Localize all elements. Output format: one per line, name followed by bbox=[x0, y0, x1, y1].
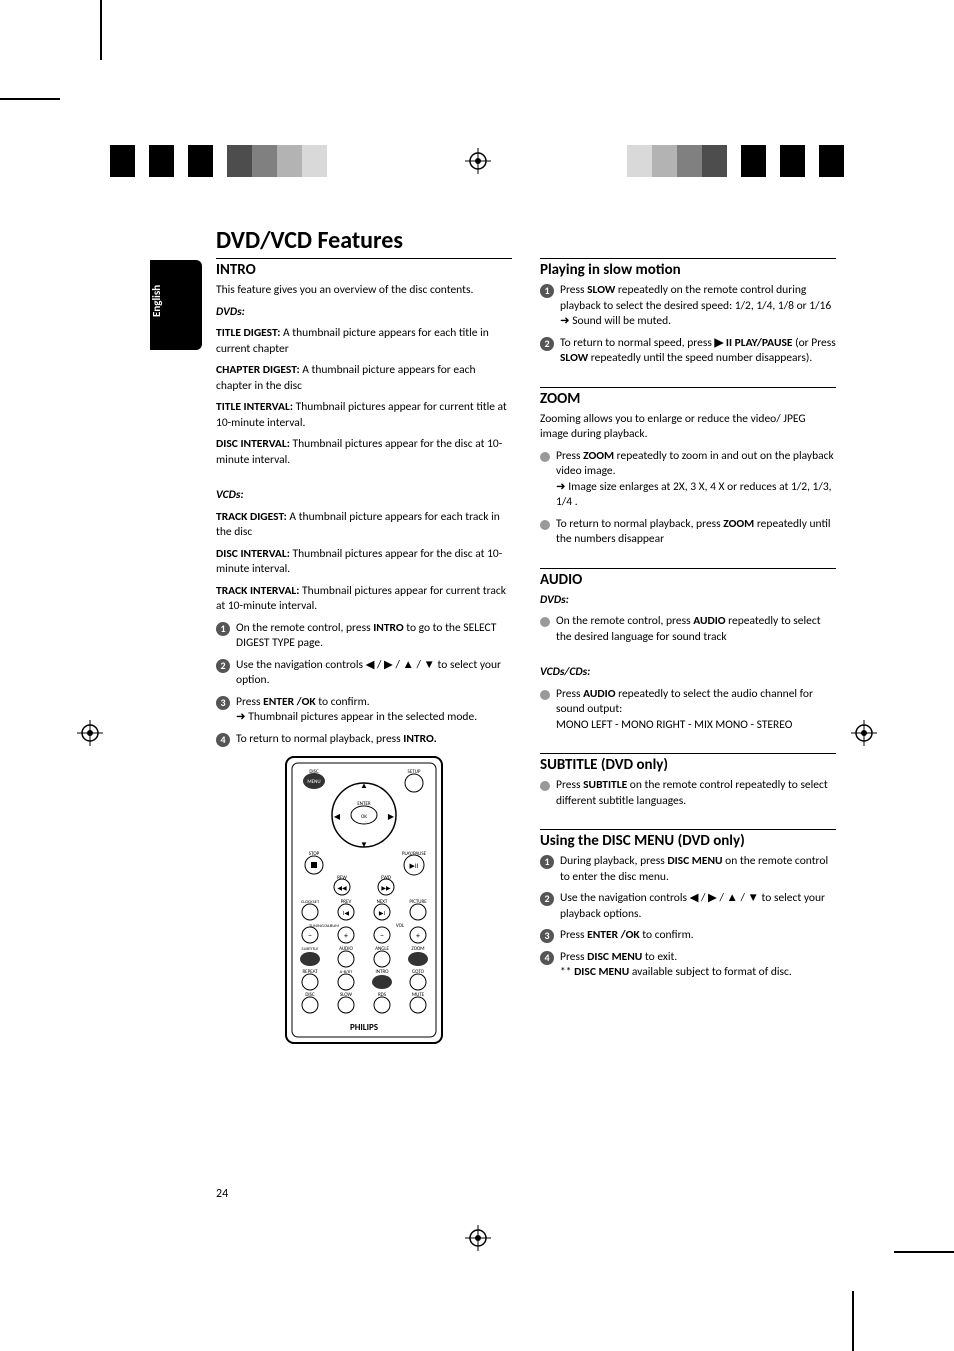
discmenu-step-2: 2 Use the navigation controls ◀ / ▶ / ▲ … bbox=[540, 891, 836, 922]
zoom-lead: Zooming allows you to enlarge or reduce … bbox=[540, 412, 836, 443]
crop-mark bbox=[100, 0, 102, 60]
step-number-icon: 1 bbox=[216, 622, 230, 636]
bullet-icon bbox=[540, 452, 550, 462]
svg-text:OK: OK bbox=[361, 814, 367, 820]
step-number-icon: 3 bbox=[540, 929, 554, 943]
slow-step-2: 2 To return to normal speed, press ▶ II … bbox=[540, 336, 836, 367]
step-number-icon: 2 bbox=[540, 337, 554, 351]
audio-heading: AUDIO bbox=[540, 571, 836, 589]
discmenu-heading: Using the DISC MENU (DVD only) bbox=[540, 832, 836, 850]
step-number-icon: 3 bbox=[216, 696, 230, 710]
svg-text:▶II: ▶II bbox=[410, 861, 419, 870]
bullet-icon bbox=[540, 520, 550, 530]
intro-step-4: 4 To return to normal playback, press IN… bbox=[216, 732, 512, 748]
svg-text:−: − bbox=[380, 931, 384, 941]
disc-interval-2: DISC INTERVAL: Thumbnail pictures appear… bbox=[216, 547, 512, 578]
disc-interval: DISC INTERVAL: Thumbnail pictures appear… bbox=[216, 437, 512, 468]
zoom-bullet-2: To return to normal playback, press ZOOM… bbox=[540, 517, 836, 548]
registration-bar-right bbox=[627, 145, 844, 177]
crop-mark bbox=[852, 1291, 854, 1351]
registration-target-icon bbox=[77, 720, 103, 746]
dvds-label: DVDs: bbox=[216, 305, 512, 321]
svg-text:▶▶: ▶▶ bbox=[381, 884, 391, 892]
page-number: 24 bbox=[216, 1187, 228, 1201]
svg-text:▼: ▼ bbox=[360, 840, 368, 850]
step-number-icon: 1 bbox=[540, 284, 554, 298]
svg-text:PLAY/PAUSE: PLAY/PAUSE bbox=[402, 851, 427, 857]
svg-text:ZOOM: ZOOM bbox=[411, 946, 424, 952]
svg-text:PHILIPS: PHILIPS bbox=[350, 1022, 378, 1033]
discmenu-step-3: 3 Press ENTER /OK to confirm. bbox=[540, 928, 836, 944]
svg-text:MENU: MENU bbox=[307, 779, 320, 785]
discmenu-step-4: 4 Press DISC MENU to exit.** DISC MENU a… bbox=[540, 950, 836, 981]
page-title: DVD/VCD Features bbox=[216, 226, 403, 255]
bullet-icon bbox=[540, 781, 550, 791]
step-number-icon: 1 bbox=[540, 855, 554, 869]
crop-mark bbox=[0, 98, 60, 100]
remote-control-illustration: DISC MENU SETUP ENTER OK ▲ ▼ ◀ ▶ STOP PL… bbox=[216, 755, 512, 1045]
svg-text:SUBTITLE: SUBTITLE bbox=[302, 947, 320, 952]
slow-heading: Playing in slow motion bbox=[540, 261, 836, 279]
svg-text:▶: ▶ bbox=[388, 812, 395, 822]
bullet-icon bbox=[540, 690, 550, 700]
audio-bullet-1: On the remote control, press AUDIO repea… bbox=[540, 614, 836, 645]
intro-heading: INTRO bbox=[216, 261, 512, 279]
registration-target-icon bbox=[465, 148, 491, 174]
svg-text:INTRO: INTRO bbox=[376, 969, 390, 975]
left-column: INTRO This feature gives you an overview… bbox=[216, 258, 512, 1045]
crop-mark bbox=[894, 1251, 954, 1253]
svg-text:−: − bbox=[308, 931, 312, 941]
svg-text:VOL: VOL bbox=[396, 923, 405, 929]
content-area: INTRO This feature gives you an overview… bbox=[216, 258, 836, 1045]
svg-text:▲: ▲ bbox=[360, 781, 368, 791]
step-number-icon: 2 bbox=[540, 892, 554, 906]
svg-text:▶I: ▶I bbox=[379, 909, 386, 917]
title-interval: TITLE INTERVAL: Thumbnail pictures appea… bbox=[216, 400, 512, 431]
intro-step-3: 3 Press ENTER /OK to confirm.Thumbnail p… bbox=[216, 695, 512, 726]
registration-target-icon bbox=[851, 720, 877, 746]
svg-text:◀: ◀ bbox=[334, 812, 341, 822]
svg-text:◀◀: ◀◀ bbox=[337, 884, 347, 892]
step-number-icon: 2 bbox=[216, 659, 230, 673]
title-digest: TITLE DIGEST: A thumbnail picture appear… bbox=[216, 326, 512, 357]
language-tab: English bbox=[150, 260, 202, 350]
svg-text:+: + bbox=[416, 931, 420, 941]
step-number-icon: 4 bbox=[540, 951, 554, 965]
chapter-digest: CHAPTER DIGEST: A thumbnail picture appe… bbox=[216, 363, 512, 394]
audio-vcds-label: VCDs/CDs: bbox=[540, 665, 836, 681]
intro-step-2: 2 Use the navigation controls ◀ / ▶ / ▲ … bbox=[216, 658, 512, 689]
intro-lead: This feature gives you an overview of th… bbox=[216, 283, 512, 299]
svg-text:+: + bbox=[344, 931, 348, 941]
right-column: Playing in slow motion 1 Press SLOW repe… bbox=[540, 258, 836, 1045]
intro-step-1: 1 On the remote control, press INTRO to … bbox=[216, 621, 512, 652]
zoom-bullet-1: Press ZOOM repeatedly to zoom in and out… bbox=[540, 449, 836, 511]
subtitle-heading: SUBTITLE (DVD only) bbox=[540, 756, 836, 774]
svg-text:I◀: I◀ bbox=[343, 909, 350, 917]
subtitle-bullet-1: Press SUBTITLE on the remote control rep… bbox=[540, 778, 836, 809]
audio-dvds-label: DVDs: bbox=[540, 593, 836, 609]
audio-bullet-2: Press AUDIO repeatedly to select the aud… bbox=[540, 687, 836, 734]
step-number-icon: 4 bbox=[216, 733, 230, 747]
bullet-icon bbox=[540, 617, 550, 627]
track-interval: TRACK INTERVAL: Thumbnail pictures appea… bbox=[216, 584, 512, 615]
vcds-label: VCDs: bbox=[216, 488, 512, 504]
slow-step-1: 1 Press SLOW repeatedly on the remote co… bbox=[540, 283, 836, 330]
zoom-heading: ZOOM bbox=[540, 390, 836, 408]
track-digest: TRACK DIGEST: A thumbnail picture appear… bbox=[216, 510, 512, 541]
svg-text:ENTER: ENTER bbox=[357, 801, 371, 807]
registration-target-icon bbox=[465, 1225, 491, 1251]
registration-bar-left bbox=[110, 145, 327, 177]
discmenu-step-1: 1 During playback, press DISC MENU on th… bbox=[540, 854, 836, 885]
